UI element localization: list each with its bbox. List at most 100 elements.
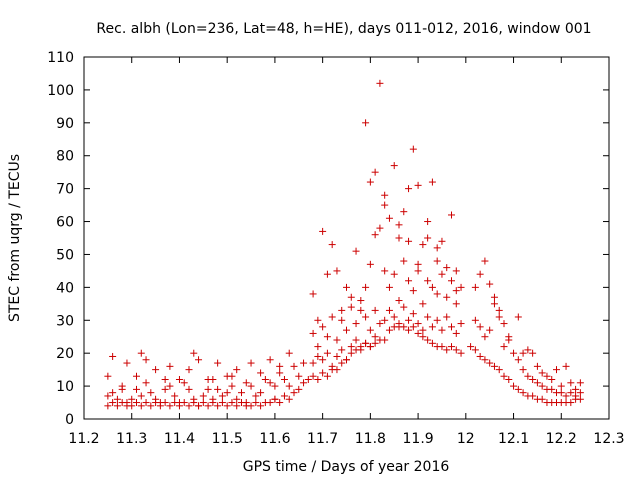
data-point — [147, 389, 155, 397]
y-tick-label: 110 — [47, 50, 74, 66]
data-point — [185, 402, 193, 410]
data-point — [567, 389, 575, 397]
data-point — [495, 366, 503, 374]
data-point — [333, 366, 341, 374]
data-point — [357, 343, 365, 351]
data-point — [385, 214, 393, 222]
data-point — [295, 372, 303, 380]
y-tick-label: 100 — [47, 83, 74, 99]
data-point — [381, 267, 389, 275]
data-point — [366, 326, 374, 334]
data-point — [433, 316, 441, 324]
data-point — [104, 372, 112, 380]
data-point — [347, 343, 355, 351]
data-point — [495, 306, 503, 314]
data-point — [452, 346, 460, 354]
data-point — [381, 336, 389, 344]
data-point — [538, 382, 546, 390]
data-point — [204, 385, 212, 393]
data-point — [490, 362, 498, 370]
data-point — [448, 277, 455, 285]
data-point — [285, 382, 293, 390]
data-point — [323, 270, 331, 278]
data-point — [319, 227, 327, 235]
data-point — [118, 399, 126, 407]
data-point — [419, 300, 427, 308]
data-point — [343, 326, 350, 334]
data-point — [405, 237, 413, 245]
data-point — [543, 372, 551, 380]
data-point — [357, 297, 365, 305]
data-point — [175, 402, 183, 410]
data-point — [347, 349, 355, 357]
data-point — [414, 260, 422, 268]
data-point — [471, 346, 479, 354]
data-point — [314, 376, 322, 384]
data-point — [481, 257, 489, 265]
data-point — [228, 382, 236, 390]
data-point — [142, 379, 150, 387]
data-point — [218, 392, 226, 400]
data-point — [553, 366, 560, 374]
data-point — [505, 336, 513, 344]
data-point — [557, 389, 565, 397]
data-point — [538, 395, 546, 403]
data-point — [448, 211, 455, 219]
data-point — [486, 326, 494, 334]
data-point — [390, 270, 398, 278]
y-tick-label: 60 — [56, 215, 74, 231]
data-point — [514, 313, 522, 321]
data-point — [261, 376, 269, 384]
data-point — [309, 290, 317, 298]
data-point — [366, 178, 374, 186]
data-point — [242, 379, 250, 387]
data-point — [452, 287, 460, 295]
data-point — [443, 293, 451, 301]
data-point — [109, 352, 117, 360]
data-point — [424, 313, 432, 321]
data-point — [438, 343, 446, 351]
data-point — [390, 162, 398, 170]
data-point — [433, 244, 441, 252]
data-point — [185, 366, 193, 374]
data-point — [347, 303, 355, 311]
data-point — [218, 399, 226, 407]
y-tick-label: 70 — [56, 182, 74, 198]
y-tick-label: 20 — [56, 346, 74, 362]
data-point — [343, 356, 350, 364]
data-point — [486, 359, 494, 367]
data-point — [323, 349, 331, 357]
data-point — [109, 389, 117, 397]
data-point — [400, 323, 408, 331]
data-point — [419, 241, 427, 249]
data-point — [171, 392, 179, 400]
data-point — [199, 399, 207, 407]
data-point — [223, 389, 231, 397]
data-point — [204, 376, 212, 384]
data-point — [113, 402, 121, 410]
data-point — [156, 402, 164, 410]
data-point — [271, 395, 279, 403]
data-point — [247, 359, 255, 367]
data-points — [104, 79, 584, 410]
x-tick-label: 11.9 — [403, 431, 434, 447]
data-point — [529, 349, 537, 357]
data-point — [238, 399, 245, 407]
chart-title: Rec. albh (Lon=236, Lat=48, h=HE), days … — [96, 21, 591, 37]
data-point — [180, 399, 188, 407]
data-point — [214, 402, 222, 410]
data-point — [118, 382, 126, 390]
data-point — [529, 376, 537, 384]
data-point — [438, 237, 446, 245]
data-point — [214, 385, 222, 393]
data-point — [252, 399, 260, 407]
data-point — [362, 119, 370, 127]
data-point — [438, 270, 446, 278]
data-point — [576, 389, 584, 397]
data-point — [576, 395, 584, 403]
data-point — [290, 362, 298, 370]
data-point — [385, 326, 393, 334]
data-point — [295, 385, 303, 393]
data-point — [300, 379, 308, 387]
y-tick-label: 30 — [56, 313, 74, 329]
